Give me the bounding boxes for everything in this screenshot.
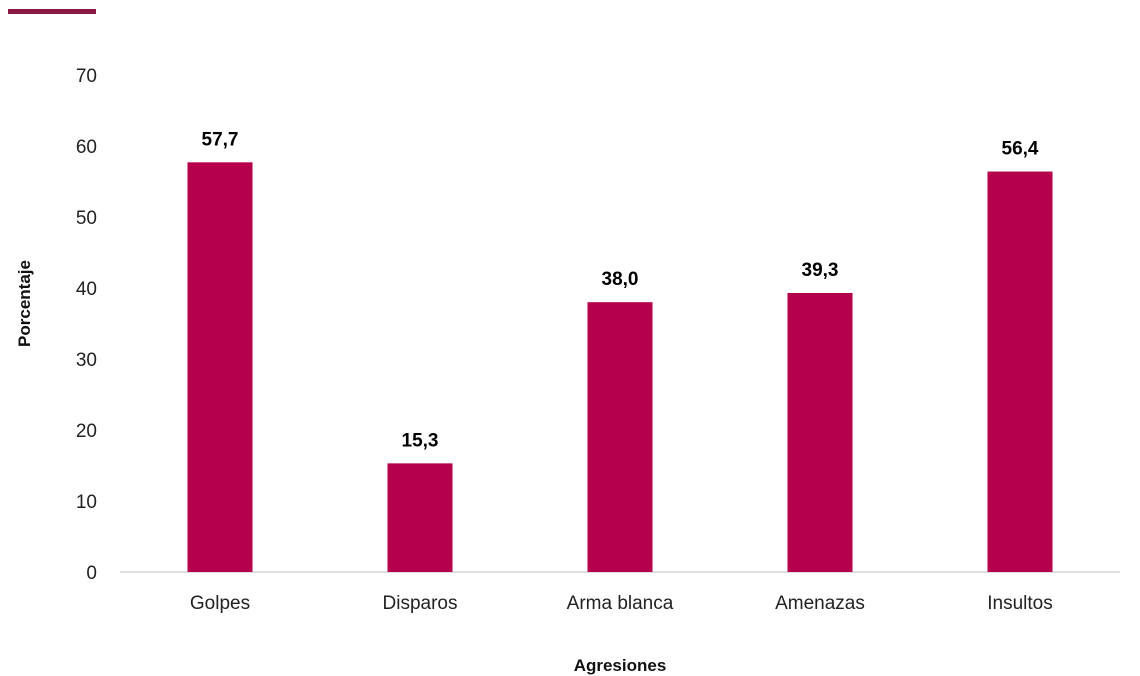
- x-tick-label: Insultos: [987, 593, 1052, 614]
- data-label: 38,0: [602, 269, 639, 290]
- bar-arma-blanca: [587, 302, 653, 572]
- y-tick-label: 0: [86, 563, 97, 584]
- y-tick-label: 60: [76, 137, 97, 158]
- y-axis-title: Porcentaje: [15, 260, 34, 347]
- bar-insultos: [987, 171, 1053, 572]
- data-label: 15,3: [402, 430, 439, 451]
- y-tick-label: 30: [76, 350, 97, 371]
- y-tick-label: 20: [76, 421, 97, 442]
- data-labels: 57,7 15,3 38,0 39,3 56,4: [202, 129, 1039, 451]
- data-label: 39,3: [802, 260, 839, 281]
- x-axis-title: Agresiones: [574, 656, 667, 675]
- accent-line: [8, 9, 96, 14]
- bar-golpes: [187, 162, 253, 572]
- x-tick-label: Disparos: [383, 593, 458, 614]
- bar-disparos: [387, 463, 453, 572]
- x-tick-label: Arma blanca: [567, 593, 674, 614]
- y-tick-label: 50: [76, 208, 97, 229]
- y-tick-label: 40: [76, 279, 97, 300]
- y-tick-label: 70: [76, 66, 97, 87]
- y-tick-label: 10: [76, 492, 97, 513]
- data-label: 56,4: [1002, 139, 1039, 160]
- x-tick-label: Amenazas: [775, 593, 865, 614]
- x-axis-ticks: Golpes Disparos Arma blanca Amenazas Insulto…: [190, 593, 1053, 614]
- bar-amenazas: [787, 292, 853, 572]
- bars: [187, 162, 1053, 572]
- y-axis-ticks: 0 10 20 30 40 50 60 70: [76, 66, 97, 584]
- data-label: 57,7: [202, 129, 239, 150]
- x-tick-label: Golpes: [190, 593, 250, 614]
